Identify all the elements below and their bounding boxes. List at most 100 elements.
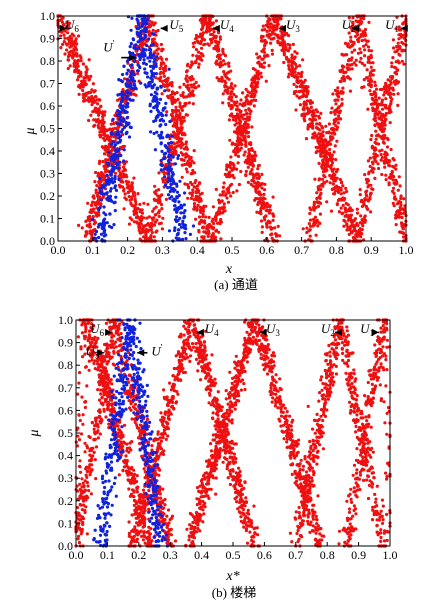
data-point <box>220 199 224 203</box>
data-point <box>352 368 356 372</box>
data-point <box>263 27 267 32</box>
data-point <box>159 63 163 68</box>
data-point <box>320 375 324 379</box>
data-point <box>237 182 241 187</box>
data-point <box>144 85 148 89</box>
data-point <box>113 174 117 178</box>
data-point <box>341 211 345 215</box>
data-point <box>137 228 141 232</box>
data-point <box>166 193 171 197</box>
data-point <box>364 454 368 458</box>
data-point <box>101 115 105 119</box>
data-point <box>262 50 266 54</box>
data-point <box>99 110 103 114</box>
data-point <box>379 152 383 157</box>
data-point <box>298 79 302 83</box>
data-point <box>164 197 168 201</box>
data-point <box>286 33 291 38</box>
data-point <box>289 59 293 64</box>
data-point <box>305 106 309 110</box>
data-point <box>222 202 226 206</box>
data-point <box>159 203 164 207</box>
data-point <box>369 65 373 69</box>
data-point <box>113 186 117 190</box>
data-point <box>386 92 390 96</box>
data-point <box>400 40 404 45</box>
data-point <box>380 498 384 502</box>
data-point <box>153 41 157 45</box>
data-point <box>61 42 65 47</box>
data-point <box>318 128 322 132</box>
data-point <box>204 19 208 23</box>
data-point <box>250 161 254 165</box>
data-point <box>363 54 367 58</box>
data-point <box>264 214 268 218</box>
data-point <box>132 176 136 180</box>
data-point <box>182 223 186 227</box>
data-point <box>332 150 336 154</box>
data-point <box>144 228 148 232</box>
data-point <box>351 16 355 20</box>
data-point <box>378 87 383 92</box>
data-point <box>186 196 190 200</box>
data-point <box>228 184 232 188</box>
data-point <box>173 228 177 233</box>
data-point <box>189 155 193 160</box>
data-point <box>319 191 323 195</box>
data-point <box>81 88 85 93</box>
data-point <box>385 432 389 436</box>
data-point <box>309 224 313 228</box>
data-point <box>240 142 244 147</box>
data-point <box>255 210 259 214</box>
data-point <box>92 207 96 211</box>
data-point <box>96 124 100 128</box>
data-point <box>323 175 327 179</box>
data-point <box>227 118 231 122</box>
data-point <box>270 52 275 56</box>
data-point <box>354 430 358 434</box>
data-point <box>360 426 364 431</box>
data-point <box>152 197 156 201</box>
data-point <box>320 434 324 438</box>
data-point <box>377 336 381 340</box>
data-point <box>176 116 180 120</box>
data-point <box>223 54 228 58</box>
data-point <box>359 32 364 37</box>
data-point <box>77 84 81 89</box>
data-point <box>368 373 372 377</box>
data-point <box>100 123 104 127</box>
data-point <box>238 123 242 127</box>
data-point <box>62 33 66 37</box>
data-point <box>154 76 158 80</box>
data-point <box>382 539 387 543</box>
data-point <box>335 107 339 111</box>
data-point <box>345 348 349 352</box>
data-point <box>236 154 241 158</box>
data-point <box>221 47 225 51</box>
data-point <box>326 151 330 155</box>
data-point <box>193 41 197 45</box>
data-point <box>352 390 356 394</box>
data-point <box>318 391 322 395</box>
data-point <box>352 463 357 467</box>
data-point <box>121 72 125 77</box>
data-point <box>233 142 237 147</box>
data-point <box>373 116 377 120</box>
data-point <box>293 67 297 71</box>
data-point <box>323 368 327 373</box>
data-point <box>185 64 190 68</box>
data-point <box>349 35 353 39</box>
data-point <box>223 89 227 93</box>
data-point <box>150 74 154 78</box>
data-point <box>377 366 381 370</box>
data-point <box>139 55 143 59</box>
data-point <box>350 528 354 533</box>
data-point <box>114 136 118 140</box>
data-point <box>325 353 329 357</box>
data-point <box>380 354 385 358</box>
data-point <box>112 135 116 139</box>
data-point <box>65 43 69 47</box>
data-point <box>226 200 231 204</box>
data-point <box>227 97 231 101</box>
data-point <box>304 95 309 99</box>
